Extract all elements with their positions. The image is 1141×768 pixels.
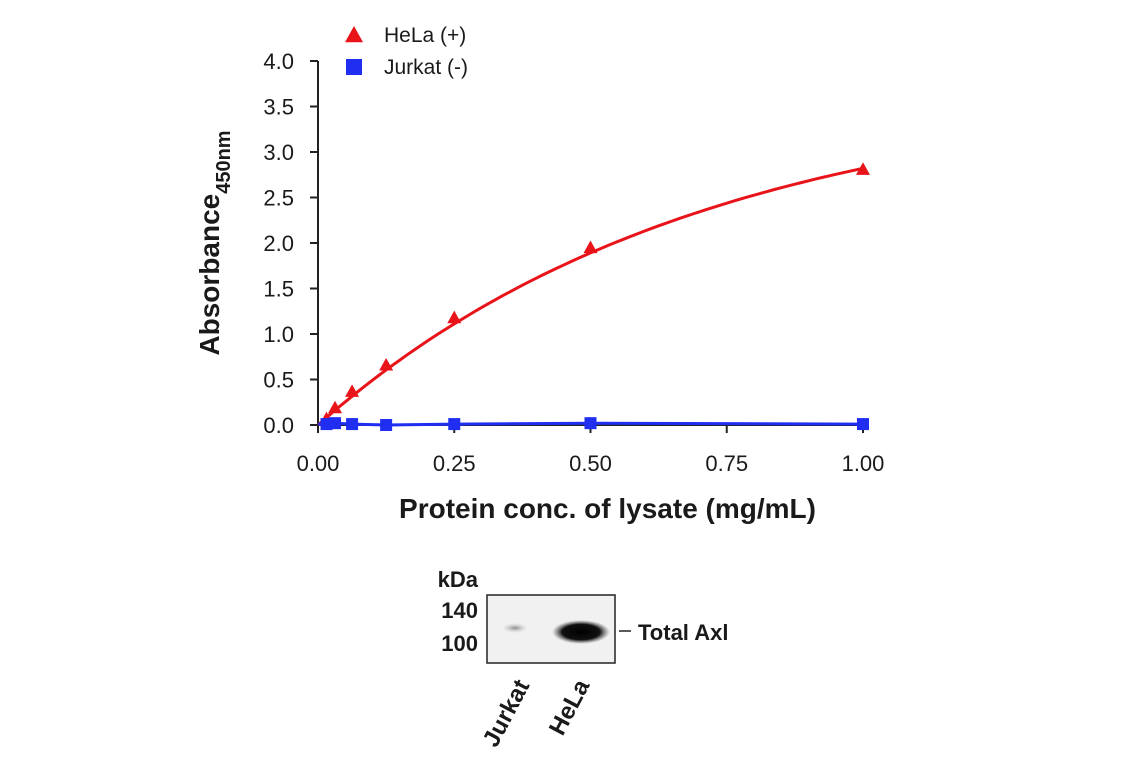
y-tick-label: 2.5 [263, 186, 294, 211]
data-point-square [380, 419, 393, 431]
marker-label-140: 140 [441, 598, 478, 623]
x-axis-title: Protein conc. of lysate (mg/mL) [399, 493, 816, 524]
y-tick-label: 0.0 [263, 413, 294, 438]
kda-label: kDa [438, 567, 479, 592]
y-tick-label: 1.5 [263, 277, 294, 302]
x-tick-label: 1.00 [842, 451, 885, 476]
y-tick-label: 3.0 [263, 140, 294, 165]
data-point-square [329, 417, 342, 430]
series-hela [317, 162, 870, 427]
y-tick-label: 4.0 [263, 49, 294, 74]
band-label: Total Axl [638, 620, 728, 645]
marker-label-100: 100 [441, 631, 478, 656]
data-point-triangle [447, 310, 462, 324]
data-point-square [857, 418, 869, 431]
y-tick-label: 1.0 [263, 322, 294, 347]
western-blot: kDa 140 100 Total Axl Jurkat HeLa [438, 567, 729, 751]
data-point-square [448, 418, 461, 431]
band-hela [552, 620, 610, 644]
y-tick-label: 2.0 [263, 231, 294, 256]
data-point-square [584, 417, 597, 430]
band-jurkat [502, 623, 528, 633]
y-tick-label: 0.5 [263, 368, 294, 393]
legend-marker-square [346, 59, 362, 75]
x-tick-label: 0.50 [569, 451, 612, 476]
data-point-triangle [856, 162, 870, 175]
legend-marker-triangle [345, 26, 363, 43]
data-point-triangle [379, 357, 394, 371]
data-point-triangle [328, 400, 343, 414]
y-axis-title: Absorbance450nm [194, 130, 235, 355]
legend: HeLa (+) Jurkat (-) [345, 24, 468, 79]
y-tick-label: 3.5 [263, 95, 294, 120]
x-tick-label: 0.25 [433, 451, 476, 476]
x-tick-label: 0.00 [297, 451, 340, 476]
plot-area: 0.0 0.5 1.0 1.5 2.0 2.5 3.0 3.5 4.0 0.00 0.25 0.50 0… [194, 24, 884, 524]
data-point-triangle [583, 240, 598, 254]
series-jurkat [317, 417, 869, 431]
series-line [317, 166, 864, 427]
data-point-triangle [345, 384, 360, 397]
lane-label-jurkat: Jurkat [478, 675, 536, 751]
legend-label: HeLa (+) [384, 24, 466, 47]
legend-label: Jurkat (-) [384, 56, 468, 79]
x-tick-label: 0.75 [705, 451, 748, 476]
lane-label-hela: HeLa [544, 675, 596, 740]
data-point-square [346, 418, 359, 431]
